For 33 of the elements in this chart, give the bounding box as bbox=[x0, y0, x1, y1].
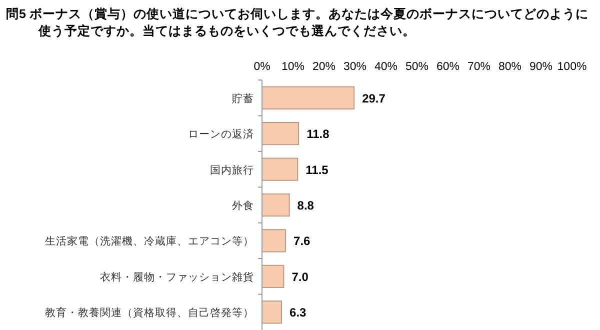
y-tick-label: 教育・教養関連（資格取得、自己啓発等） bbox=[45, 306, 254, 320]
y-tick-label: 貯蓄 bbox=[232, 92, 254, 105]
bar bbox=[262, 193, 290, 217]
y-tick-label: 国内旅行 bbox=[210, 163, 254, 176]
bar bbox=[262, 300, 282, 324]
x-tick-label: 70% bbox=[467, 61, 491, 73]
bar bbox=[262, 86, 355, 110]
x-tick-label: 80% bbox=[498, 61, 522, 73]
data-label: 8.8 bbox=[297, 198, 314, 212]
bar bbox=[262, 158, 298, 181]
chart-title: 問5 ボーナス（賞与）の使い道についてお伺いします。あなたは今夏のボーナスについてどのように使う予定ですか。当てはまるものをいくつでも選んでください。 bbox=[6, 6, 590, 40]
bar bbox=[262, 122, 300, 146]
y-tick-label: 生活家電（洗濯機、冷蔵庫、エアコン等） bbox=[45, 234, 254, 248]
bar bbox=[262, 264, 284, 288]
x-tick-label: 50% bbox=[405, 61, 429, 73]
data-label: 6.3 bbox=[290, 306, 307, 320]
x-tick-label: 0% bbox=[254, 61, 270, 73]
data-label: 11.5 bbox=[306, 162, 329, 177]
x-tick-label: 60% bbox=[436, 61, 460, 73]
data-label: 29.7 bbox=[362, 91, 386, 106]
y-tick-label: 外食 bbox=[232, 200, 254, 212]
y-tick-label: ローンの返済 bbox=[188, 128, 254, 141]
data-label: 7.6 bbox=[294, 234, 311, 248]
x-tick-label: 10% bbox=[281, 61, 305, 73]
data-label: 7.0 bbox=[292, 270, 309, 284]
bar bbox=[262, 229, 286, 252]
data-label: 11.8 bbox=[306, 127, 330, 142]
x-tick-label: 40% bbox=[374, 61, 398, 73]
x-tick-label: 20% bbox=[312, 61, 336, 73]
x-tick-label: 30% bbox=[343, 61, 367, 73]
y-tick-label: 衣料・履物・ファッション雑貨 bbox=[100, 270, 254, 284]
x-tick-label: 100% bbox=[557, 61, 587, 73]
x-tick-label: 90% bbox=[529, 61, 553, 73]
